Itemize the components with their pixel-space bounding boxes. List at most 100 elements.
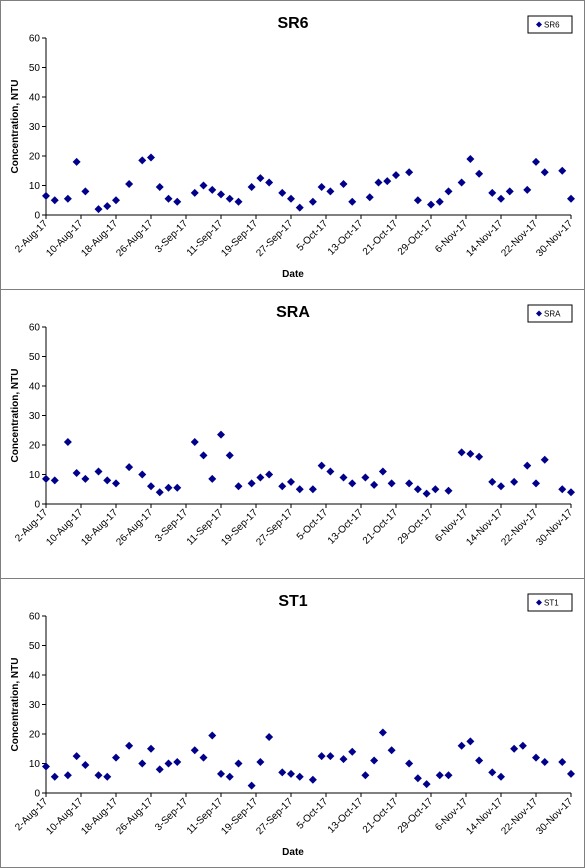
chart-panel-st1: ST1 0 10 20 30 40 50 60 2-Aug-17 10-Aug-17 18-Aug-… (0, 578, 585, 868)
data-point (217, 769, 225, 778)
x-tick-label: 26-Aug-17 (114, 796, 155, 837)
data-point (308, 775, 317, 784)
chart-panel-sra: SRA 0 10 20 30 40 50 60 2-Aug-17 10-Aug-17 18-Aug-… (0, 289, 585, 579)
data-point (422, 489, 431, 498)
data-point (295, 485, 304, 494)
x-tick-label: 30-Nov-17 (534, 796, 575, 837)
data-point (392, 171, 400, 180)
chart-st1: ST101020304050602-Aug-1710-Aug-1718-Aug-… (10, 593, 575, 858)
data-point (567, 194, 575, 203)
data-point (488, 188, 497, 197)
data-point (265, 178, 274, 187)
data-point (247, 781, 256, 790)
data-point (378, 728, 387, 737)
data-point (510, 744, 519, 753)
x-axis-label: Date (282, 269, 304, 280)
data-point (208, 185, 217, 194)
x-tick-label: 13-Oct-17 (326, 796, 366, 836)
data-point (42, 474, 50, 483)
data-point (208, 731, 217, 740)
x-tick-label: 14-Nov-17 (464, 507, 505, 548)
x-tick-label: 21-Oct-17 (361, 218, 401, 258)
data-point (317, 752, 326, 761)
x-tick-label: 13-Oct-17 (326, 218, 366, 258)
y-tick-label: 30 (29, 122, 41, 133)
legend-marker (536, 21, 542, 28)
data-point (444, 771, 453, 780)
y-axis-label: Concentration, NTU (10, 658, 21, 752)
x-tick-label: 18-Aug-17 (79, 796, 120, 837)
y-tick-label: 10 (29, 181, 41, 192)
data-point (217, 190, 225, 199)
x-tick-label: 19-Sep-17 (219, 796, 260, 837)
data-point (295, 772, 304, 781)
data-point (164, 483, 173, 492)
data-point (405, 168, 414, 177)
data-point (387, 746, 396, 755)
data-point (457, 178, 466, 187)
data-point (532, 479, 540, 488)
data-point (374, 178, 383, 187)
legend-marker (536, 599, 542, 606)
y-tick-label: 30 (29, 411, 41, 422)
chart-sra: SRA01020304050602-Aug-1710-Aug-1718-Aug-… (10, 304, 575, 548)
data-point (125, 180, 134, 189)
y-tick-label: 20 (29, 441, 41, 452)
data-point (444, 187, 453, 196)
data-point (405, 479, 414, 488)
data-point (466, 737, 475, 746)
data-point (497, 772, 505, 781)
data-point (475, 756, 484, 765)
data-point (199, 181, 208, 190)
data-point (510, 477, 519, 486)
x-tick-label: 13-Oct-17 (326, 507, 366, 547)
data-point (265, 470, 274, 479)
data-point (540, 758, 549, 767)
data-point (190, 746, 199, 755)
data-point (112, 479, 120, 488)
x-tick-label: 22-Nov-17 (499, 796, 540, 837)
data-point (348, 197, 357, 206)
data-point (431, 485, 440, 494)
y-tick-label: 10 (29, 470, 41, 481)
data-point (567, 769, 575, 778)
x-tick-label: 26-Aug-17 (114, 218, 155, 259)
data-point (63, 438, 72, 447)
y-tick-label: 40 (29, 382, 41, 393)
chart-title: ST1 (278, 593, 307, 610)
y-tick-label: 20 (29, 730, 41, 741)
data-point (164, 194, 173, 203)
data-point (217, 430, 225, 439)
data-point (50, 772, 59, 781)
y-axis-label: Concentration, NTU (10, 369, 21, 463)
y-tick-label: 50 (29, 352, 41, 363)
data-point (523, 461, 532, 470)
data-point (497, 482, 505, 491)
data-point (422, 780, 431, 789)
x-tick-label: 5-Oct-17 (295, 796, 331, 832)
data-point (457, 448, 466, 457)
data-point (444, 486, 453, 495)
data-point (278, 188, 287, 197)
data-point (94, 205, 103, 214)
data-point (112, 196, 120, 205)
data-point (317, 461, 326, 470)
y-tick-label: 30 (29, 700, 41, 711)
data-point (383, 177, 392, 186)
data-point (173, 483, 182, 492)
data-point (147, 153, 155, 162)
x-tick-label: 5-Oct-17 (295, 218, 331, 254)
x-tick-label: 22-Nov-17 (499, 507, 540, 548)
y-tick-label: 50 (29, 63, 41, 74)
x-tick-label: 10-Aug-17 (44, 507, 85, 548)
data-point (326, 187, 335, 196)
data-point (234, 197, 243, 206)
data-point (256, 758, 265, 767)
data-point (81, 474, 90, 483)
legend-box (527, 593, 573, 612)
data-point (225, 772, 234, 781)
data-point (138, 470, 147, 479)
y-tick-label: 0 (34, 789, 40, 800)
y-tick-label: 20 (29, 152, 41, 163)
data-point (199, 451, 208, 460)
